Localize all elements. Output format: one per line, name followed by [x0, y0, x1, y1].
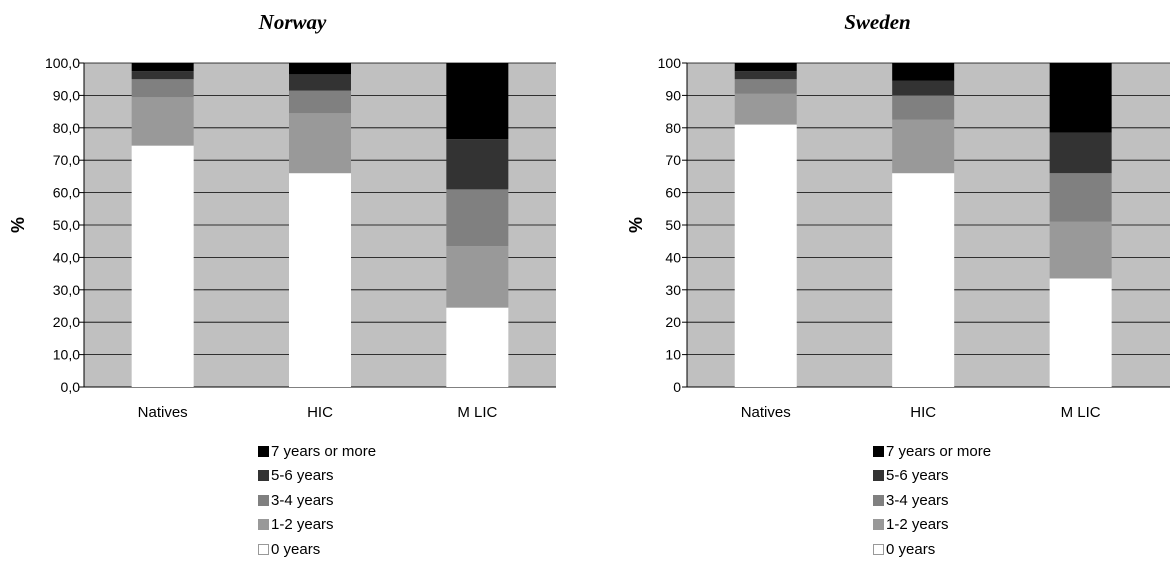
sweden-legend: 7 years or more 5-6 years 3-4 years 1-2 yea… [873, 439, 991, 562]
legend-label-5-6-years: 5-6 years [271, 467, 334, 485]
sweden-y-axis-label: % [626, 217, 646, 233]
norway-chart: 0,0 10,0 20,0 30,0 40,0 50,0 60,0 70,0 80,0 90,0 1… [8, 55, 556, 420]
sweden-y-tick-label: 10 [665, 347, 681, 363]
norway-bar-hic-1-2-years [289, 113, 351, 174]
norway-bar-m-lic-0-years [446, 307, 509, 387]
norway-bar-m-lic-5-6-years [446, 139, 509, 190]
norway-legend: 7 years or more 5-6 years 3-4 years 1-2 yea… [258, 439, 376, 562]
norway-y-tick-label: 100,0 [45, 55, 80, 71]
sweden-bar-hic-5-6-years [892, 80, 955, 96]
sweden-y-tick-label: 60 [665, 185, 681, 201]
sweden-x-tick-label: Natives [741, 404, 791, 420]
legend-item-5-6-years: 5-6 years [873, 464, 991, 489]
sweden-bar-hic-3-4-years [892, 95, 955, 120]
legend-label-0-years: 0 years [271, 540, 321, 558]
sweden-chart-title: Sweden [844, 10, 911, 34]
norway-y-tick-label: 60,0 [53, 185, 80, 201]
legend-swatch-0-years [873, 543, 884, 555]
norway-bar-natives-7-years-or-more [131, 63, 194, 72]
norway-bar-natives-0-years [131, 145, 194, 387]
sweden-y-tick-label: 0 [673, 379, 681, 395]
legend-swatch-3-4-years [873, 494, 884, 506]
legend-item-0-years: 0 years [258, 537, 376, 562]
sweden-y-tick-label: 20 [665, 314, 681, 330]
norway-y-tick-label: 10,0 [53, 347, 80, 363]
sweden-y-tick-label: 30 [665, 282, 681, 298]
norway-y-tick-label: 0,0 [61, 379, 81, 395]
sweden-y-tick-label: 70 [665, 152, 681, 168]
sweden-bar-natives-5-6-years [734, 71, 797, 80]
sweden-bar-natives-1-2-years [734, 93, 797, 125]
norway-bar-hic-0-years [289, 173, 351, 387]
legend-item-7-years-or-more: 7 years or more [258, 439, 376, 464]
legend-label-3-4-years: 3-4 years [886, 491, 949, 509]
sweden-bar-m-lic-5-6-years [1049, 132, 1112, 174]
legend-swatch-7-years-or-more [258, 445, 269, 457]
legend-item-0-years: 0 years [873, 537, 991, 562]
norway-bar-m-lic-3-4-years [446, 189, 509, 247]
legend-swatch-3-4-years [258, 494, 269, 506]
legend-item-3-4-years: 3-4 years [258, 488, 376, 513]
legend-swatch-7-years-or-more [873, 445, 884, 457]
sweden-x-tick-label: HIC [910, 404, 936, 420]
legend-item-1-2-years: 1-2 years [873, 513, 991, 538]
sweden-x-tick-label: M LIC [1061, 404, 1101, 420]
legend-label-0-years: 0 years [886, 540, 936, 558]
norway-bar-hic-3-4-years [289, 90, 351, 114]
norway-x-tick-label: M LIC [457, 404, 497, 420]
norway-bar-hic-5-6-years [289, 74, 351, 91]
norway-y-tick-label: 70,0 [53, 152, 80, 168]
sweden-y-tick-label: 50 [665, 217, 681, 233]
sweden-y-tick-label: 100 [658, 55, 682, 71]
norway-chart-panel: Norway 0,0 10,0 20,0 30,0 40,0 50,0 60,0 70,0 80… [0, 0, 585, 561]
norway-x-tick-label: HIC [307, 404, 333, 420]
sweden-y-tick-label: 40 [665, 249, 681, 265]
legend-label-7-years-or-more: 7 years or more [886, 442, 992, 460]
sweden-y-tick-label: 90 [665, 87, 681, 103]
sweden-bar-m-lic-1-2-years [1049, 221, 1112, 279]
legend-label-3-4-years: 3-4 years [271, 491, 334, 509]
legend-swatch-5-6-years [873, 470, 884, 482]
norway-bar-natives-1-2-years [131, 97, 194, 146]
norway-y-tick-label: 90,0 [53, 87, 80, 103]
legend-item-3-4-years: 3-4 years [873, 488, 991, 513]
legend-label-1-2-years: 1-2 years [271, 516, 334, 534]
norway-y-tick-label: 20,0 [53, 314, 80, 330]
legend-swatch-1-2-years [873, 519, 884, 531]
norway-bar-natives-5-6-years [131, 71, 194, 80]
sweden-chart-panel: Sweden 0 10 20 30 40 50 60 70 80 90 100% Natives HIC… [585, 0, 1170, 561]
sweden-bar-hic-0-years [892, 173, 955, 387]
sweden-bar-hic-7-years-or-more [892, 63, 955, 81]
norway-y-tick-label: 40,0 [53, 249, 80, 265]
norway-bar-m-lic-7-years-or-more [446, 63, 509, 140]
norway-bar-m-lic-1-2-years [446, 246, 509, 308]
sweden-bar-natives-7-years-or-more [734, 63, 797, 72]
sweden-bar-m-lic-7-years-or-more [1049, 63, 1112, 133]
legend-swatch-1-2-years [258, 519, 269, 531]
norway-x-tick-label: Natives [138, 404, 188, 420]
legend-swatch-5-6-years [258, 470, 269, 482]
norway-y-tick-label: 50,0 [53, 217, 80, 233]
sweden-bar-m-lic-3-4-years [1049, 173, 1112, 222]
sweden-bar-m-lic-0-years [1049, 278, 1112, 387]
legend-item-1-2-years: 1-2 years [258, 513, 376, 538]
norway-y-tick-label: 80,0 [53, 120, 80, 136]
legend-item-7-years-or-more: 7 years or more [873, 439, 991, 464]
legend-label-1-2-years: 1-2 years [886, 516, 949, 534]
norway-chart-title: Norway [258, 10, 327, 34]
sweden-chart: 0 10 20 30 40 50 60 70 80 90 100% Natives HIC M LIC [626, 55, 1170, 420]
norway-bar-natives-3-4-years [131, 79, 194, 98]
norway-y-axis-label: % [8, 217, 28, 233]
legend-item-5-6-years: 5-6 years [258, 464, 376, 489]
sweden-bar-hic-1-2-years [892, 119, 955, 174]
legend-label-7-years-or-more: 7 years or more [271, 442, 377, 460]
sweden-bar-natives-0-years [734, 124, 797, 387]
sweden-bar-natives-3-4-years [734, 79, 797, 94]
sweden-y-tick-label: 80 [665, 120, 681, 136]
norway-bar-hic-7-years-or-more [289, 63, 351, 75]
legend-label-5-6-years: 5-6 years [886, 467, 949, 485]
norway-y-tick-label: 30,0 [53, 282, 80, 298]
legend-swatch-0-years [258, 543, 269, 555]
